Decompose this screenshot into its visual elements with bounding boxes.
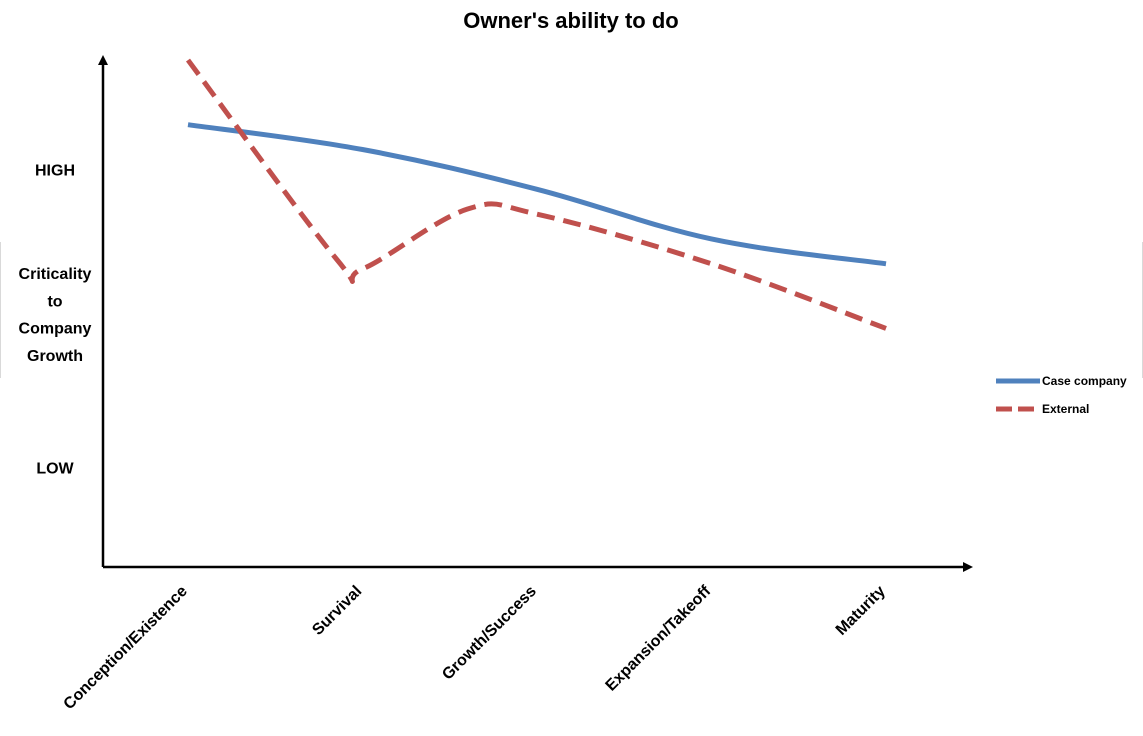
series-line-case-company: [187, 122, 887, 267]
chart-title: Owner's ability to do: [463, 8, 678, 33]
y-axis-title-line: Growth: [27, 348, 83, 365]
x-tick-label: Expansion/Takeoff: [603, 582, 715, 694]
y-level-labels: HIGH LOW: [35, 162, 75, 477]
y-axis-title-line: Company: [19, 321, 92, 338]
y-level-label-high: HIGH: [35, 162, 75, 179]
x-tick-label: Survival: [309, 583, 365, 639]
x-tick-labels: Conception/Existence Survival Growth/Succe…: [61, 582, 889, 713]
x-tick-label: Conception/Existence: [61, 583, 191, 713]
y-axis-title-line: Criticality: [19, 266, 92, 283]
series-line-external: [185, 58, 887, 331]
legend-label: Case company: [1042, 374, 1127, 388]
series-lines: [185, 58, 887, 331]
y-axis-title: Criticality to Company Growth: [19, 266, 92, 365]
y-axis-title-line: to: [47, 293, 62, 310]
x-tick-label: Maturity: [833, 583, 889, 639]
y-level-label-low: LOW: [36, 461, 74, 478]
legend: Case company External: [996, 374, 1127, 416]
legend-label: External: [1042, 402, 1089, 416]
left-bracket-decoration: [0, 242, 9, 378]
x-tick-label: Growth/Success: [439, 583, 540, 684]
